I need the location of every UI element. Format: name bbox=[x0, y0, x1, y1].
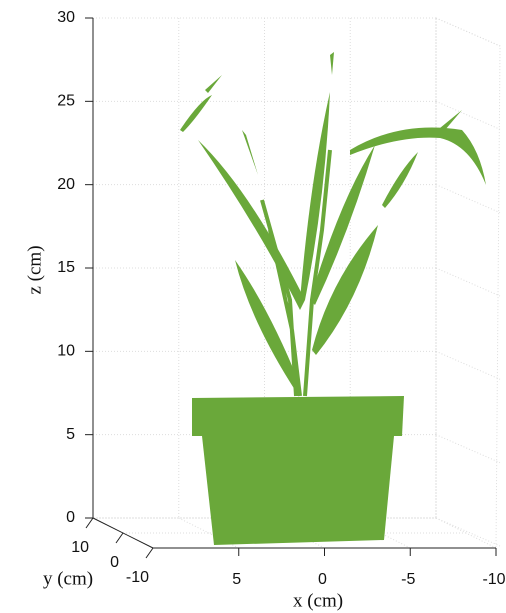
leaf bbox=[205, 75, 222, 93]
y-tick-label: 10 bbox=[71, 539, 89, 556]
z-tick-label: 15 bbox=[57, 259, 75, 276]
y-tick-label: 0 bbox=[110, 554, 119, 571]
grid-line bbox=[436, 518, 500, 546]
grid-line bbox=[436, 268, 500, 296]
y-tick bbox=[116, 533, 123, 543]
z-axis-label: z (cm) bbox=[24, 245, 45, 294]
y-tick bbox=[86, 518, 93, 528]
grid-line bbox=[436, 351, 500, 379]
z-tick-label: 30 bbox=[57, 9, 75, 26]
z-tick-label: 0 bbox=[66, 509, 75, 526]
leaf bbox=[382, 152, 418, 208]
z-tick-label: 20 bbox=[57, 176, 75, 193]
leaf bbox=[198, 140, 305, 310]
leaf bbox=[242, 130, 258, 175]
y-tick-label: -10 bbox=[126, 569, 149, 586]
x-tick-label: 5 bbox=[232, 571, 241, 588]
leaf bbox=[440, 110, 462, 130]
plant-point-cloud bbox=[180, 52, 486, 545]
pot-body bbox=[202, 436, 394, 545]
x-tick-label: 0 bbox=[318, 571, 327, 588]
z-tick-label: 10 bbox=[57, 343, 75, 360]
chart: z (cm) y (cm) x (cm) 0 5 10 15 20 25 30 5 0 -5 -10… bbox=[0, 0, 506, 613]
y-axis-label: y (cm) bbox=[43, 568, 93, 589]
z-tick-label: 5 bbox=[66, 426, 75, 443]
grid-line bbox=[436, 18, 500, 46]
grid-line bbox=[436, 185, 500, 213]
box-edge bbox=[436, 18, 500, 548]
y-tick bbox=[146, 548, 153, 558]
z-tick-label: 25 bbox=[57, 93, 75, 110]
x-tick-label: -5 bbox=[401, 571, 415, 588]
leaf bbox=[180, 95, 212, 132]
grid-line bbox=[436, 435, 500, 463]
x-tick-label: -10 bbox=[482, 571, 505, 588]
x-axis-label: x (cm) bbox=[293, 590, 343, 611]
leaf bbox=[330, 52, 334, 75]
pot-rim bbox=[192, 396, 404, 436]
